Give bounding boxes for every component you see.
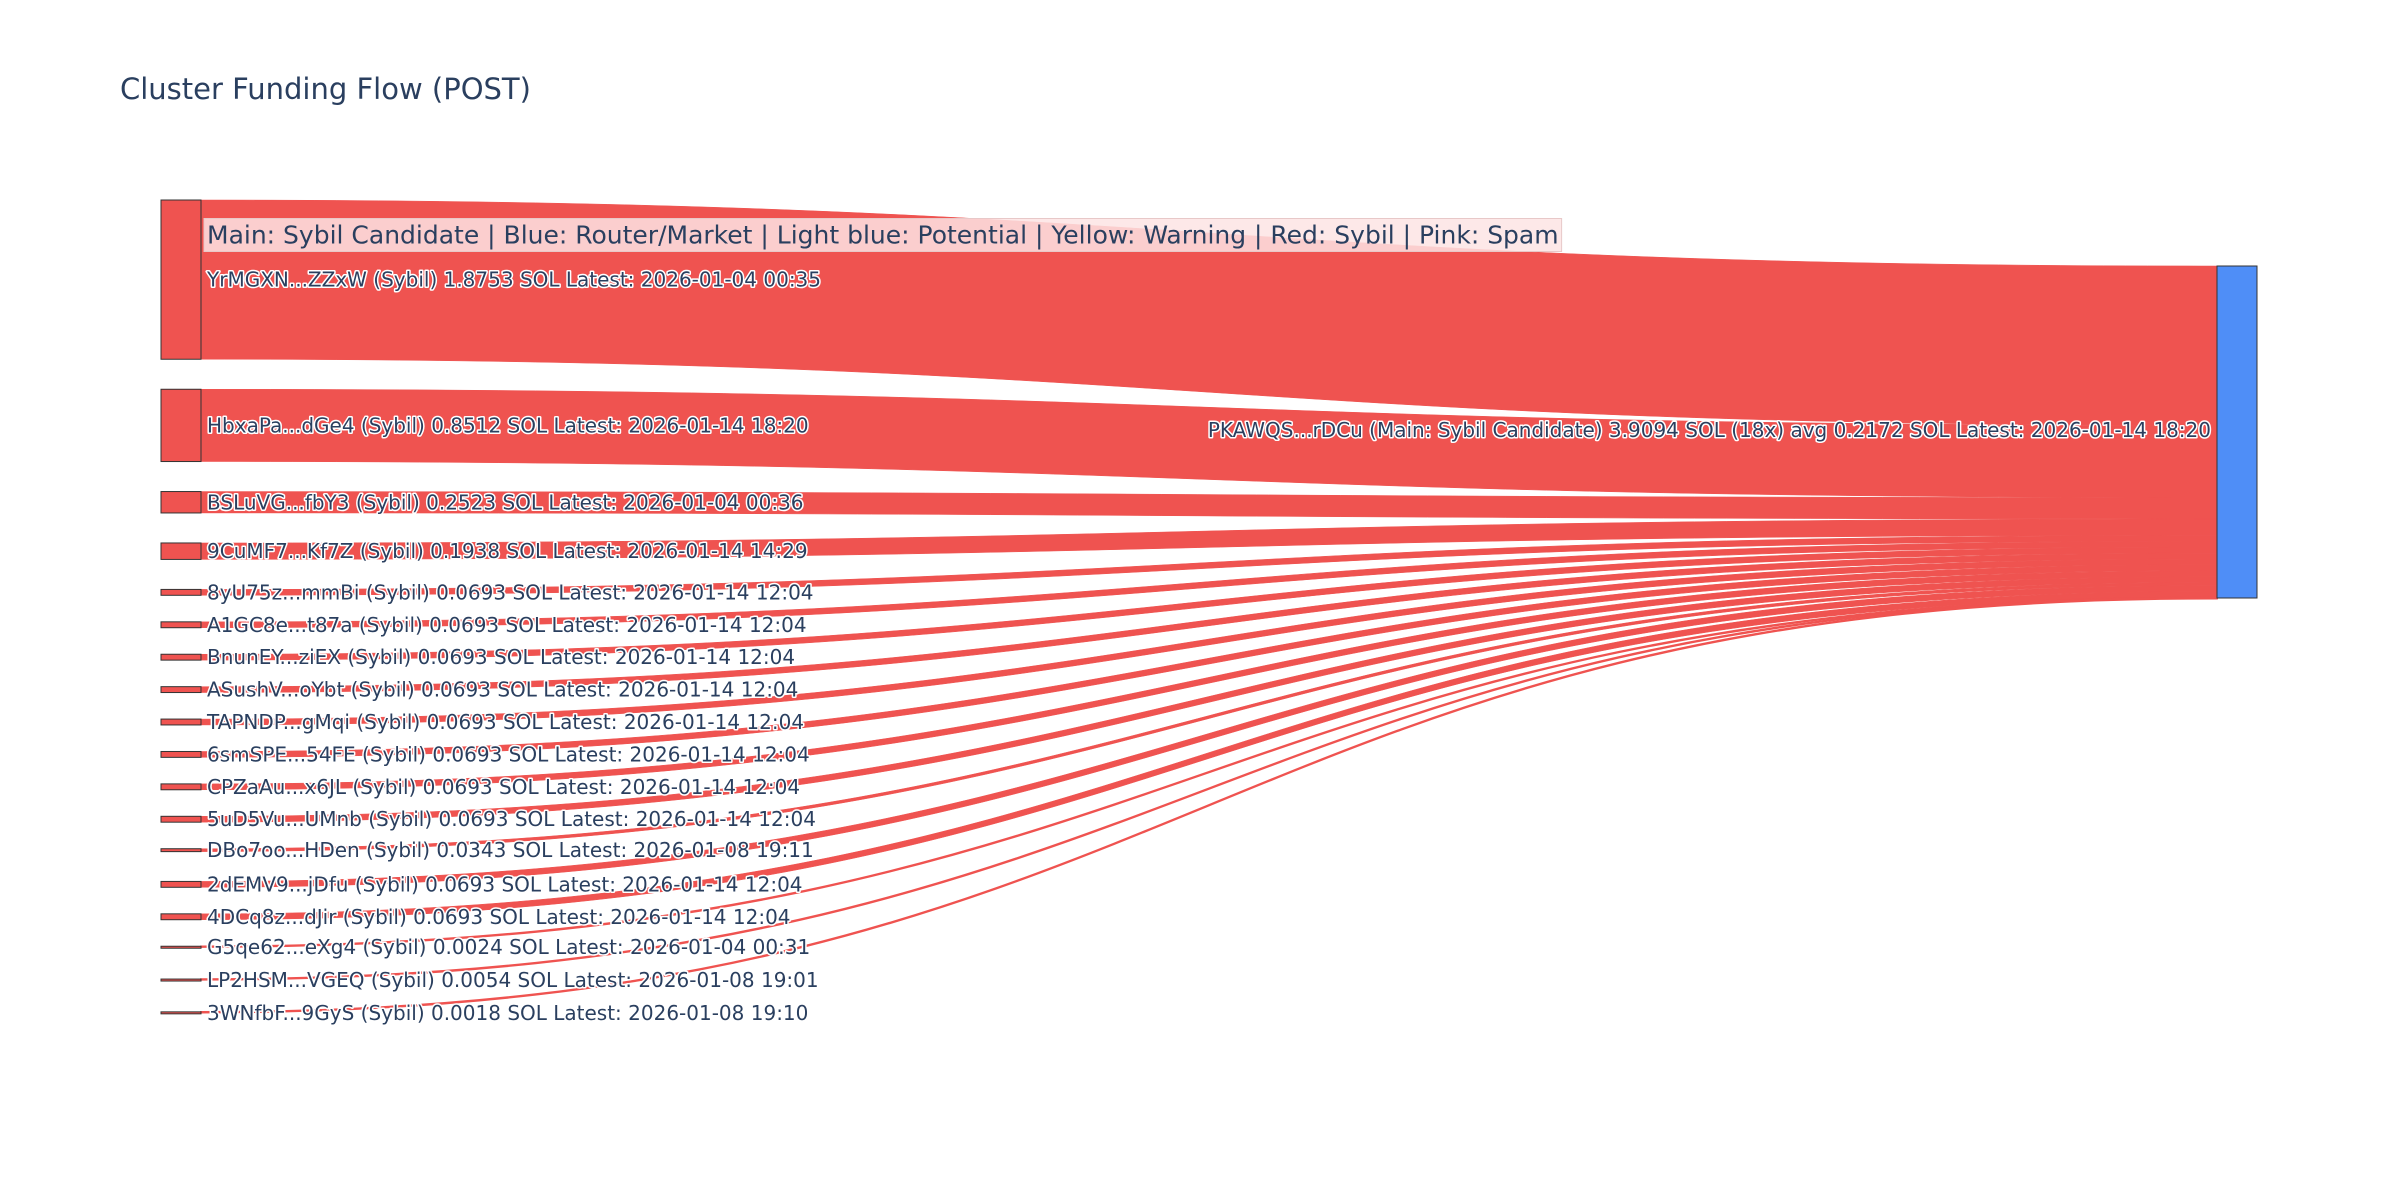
node-label: BnunEY...ziEX (Sybil) 0.0693 SOL Latest:… (207, 645, 795, 669)
legend-note-text: Main: Sybil Candidate | Blue: Router/Mar… (207, 221, 1559, 250)
node-label: 9CuMF7...Kf7Z (Sybil) 0.1938 SOL Latest:… (207, 539, 808, 563)
node-label: YrMGXN...ZZxW (Sybil) 1.8753 SOL Latest:… (206, 268, 821, 292)
node-label: ASushV...oYbt (Sybil) 0.0693 SOL Latest:… (207, 678, 798, 702)
node-label: 6smSPE...54FE (Sybil) 0.0693 SOL Latest:… (207, 742, 810, 766)
node-label: 5uD5Vu...UMnb (Sybil) 0.0693 SOL Latest:… (207, 807, 816, 831)
sankey-node-source[interactable] (160, 653, 202, 661)
node-label: 2dEMV9...jDfu (Sybil) 0.0693 SOL Latest:… (207, 872, 803, 896)
node-label: 3WNfbF...9GyS (Sybil) 0.0018 SOL Latest:… (207, 1001, 808, 1025)
sankey-nodes (160, 199, 2258, 1015)
sankey-node-source[interactable] (160, 945, 202, 949)
sankey-node-source[interactable] (160, 913, 202, 921)
sankey-node-source[interactable] (160, 815, 202, 823)
node-label: HbxaPa...dGe4 (Sybil) 0.8512 SOL Latest:… (207, 413, 809, 437)
sankey-links (200, 199, 2218, 1014)
sankey-node-source[interactable] (160, 978, 202, 982)
sankey-node-source[interactable] (160, 750, 202, 758)
sankey-node-source[interactable] (160, 718, 202, 726)
node-label: BSLuVG...fbY3 (Sybil) 0.2523 SOL Latest:… (207, 490, 804, 514)
legend-note: Main: Sybil Candidate | Blue: Router/Mar… (203, 218, 1563, 252)
sankey-node-source[interactable] (160, 783, 202, 791)
node-label: TAPNDP...gMqi (Sybil) 0.0693 SOL Latest:… (206, 710, 804, 734)
sankey-node-source[interactable] (160, 1011, 202, 1015)
sankey-node-source[interactable] (160, 199, 202, 360)
node-label: DBo7oo...HDen (Sybil) 0.0343 SOL Latest:… (207, 838, 814, 862)
target-node-label: PKAWQS...rDCu (Main: Sybil Candidate) 3.… (1208, 418, 2211, 442)
sankey-node-source[interactable] (160, 880, 202, 888)
legend-note-background (203, 218, 1563, 252)
sankey-node-source[interactable] (160, 388, 202, 463)
sankey-node-source[interactable] (160, 848, 202, 853)
sankey-node-source[interactable] (160, 491, 202, 514)
sankey-node-source[interactable] (160, 621, 202, 629)
chart-title: Cluster Funding Flow (POST) (120, 72, 531, 106)
sankey-link[interactable] (200, 597, 2218, 1014)
sankey-node-source[interactable] (160, 588, 202, 596)
sankey-labels: YrMGXN...ZZxW (Sybil) 1.8753 SOL Latest:… (205, 266, 2213, 1026)
sankey-node-target[interactable] (2216, 265, 2258, 599)
node-label: G5qe62...eXg4 (Sybil) 0.0024 SOL Latest:… (207, 935, 810, 959)
node-label: CPZaAu...x6JL (Sybil) 0.0693 SOL Latest:… (207, 775, 800, 799)
node-label: 4DCq8z...dJir (Sybil) 0.0693 SOL Latest:… (207, 905, 791, 929)
sankey-node-source[interactable] (160, 686, 202, 694)
node-label: A1GC8e...t87a (Sybil) 0.0693 SOL Latest:… (207, 613, 807, 637)
sankey-node-source[interactable] (160, 542, 202, 560)
node-label: LP2HSM...VGEQ (Sybil) 0.0054 SOL Latest:… (207, 968, 819, 992)
node-label: 8yU75z...mmBi (Sybil) 0.0693 SOL Latest:… (207, 580, 814, 604)
